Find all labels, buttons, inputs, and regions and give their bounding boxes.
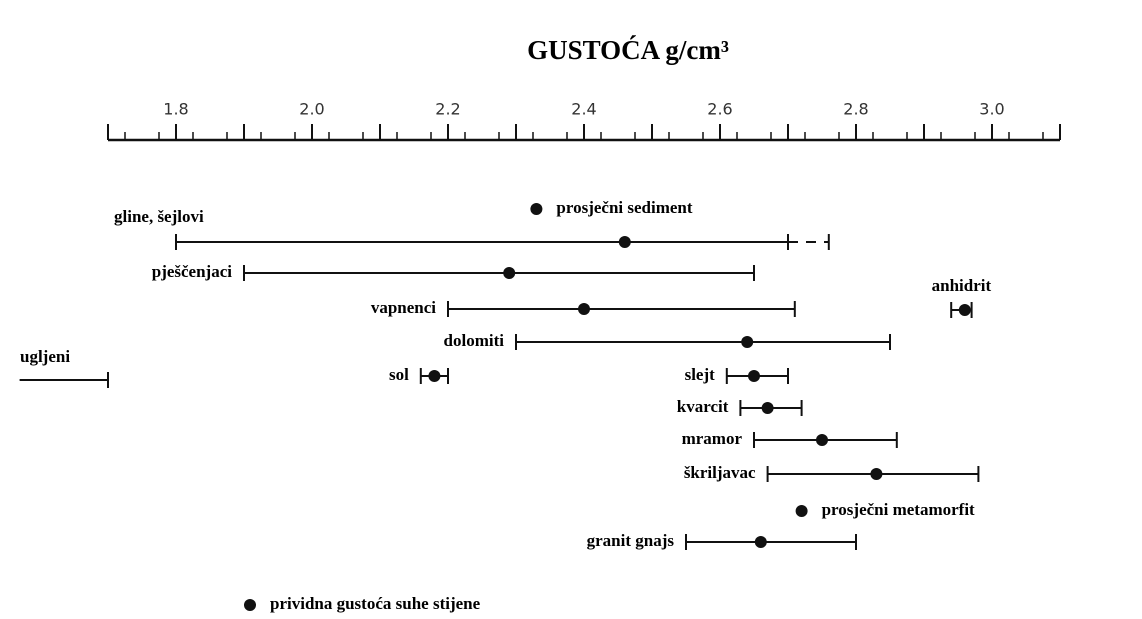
density-dot [578,303,590,315]
range-label: gline, šejlovi [114,207,204,226]
density-dot [741,336,754,348]
point-label: prosječni metamorfit [822,500,975,519]
density-dot [958,304,971,316]
range-label: škriljavac [684,463,756,482]
range-label: slejt [685,365,716,384]
density-dot [428,370,441,382]
range-label: mramor [682,429,743,448]
range-label: sol [389,365,409,384]
x-tick-label: 3.0 [979,100,1004,119]
density-dot [748,370,760,382]
chart-title: GUSTOĆA g/cm³ [527,35,729,65]
x-tick-label: 2.6 [707,100,732,119]
legend-dot [244,599,256,611]
density-dot [870,468,883,480]
average-dot [795,505,808,517]
x-tick-label: 1.8 [163,100,188,119]
density-dot [618,236,631,248]
range-label: vapnenci [371,298,436,317]
density-dot [503,267,516,279]
range-label: granit gnajs [587,531,675,550]
x-tick-label: 2.4 [571,100,596,119]
range-label: pješčenjaci [152,262,233,281]
x-tick-label: 2.2 [435,100,460,119]
point-label: prosječni sediment [556,198,692,217]
range-label: anhidrit [932,276,992,295]
x-tick-label: 2.8 [843,100,868,119]
range-label: kvarcit [677,397,729,416]
legend-label: prividna gustoća suhe stijene [270,594,481,613]
density-dot [761,402,774,414]
x-tick-label: 2.0 [299,100,324,119]
range-label: dolomiti [444,331,505,350]
range-label: ugljeni [20,347,70,366]
average-dot [530,203,543,215]
density-dot [816,434,828,446]
density-dot [754,536,767,548]
